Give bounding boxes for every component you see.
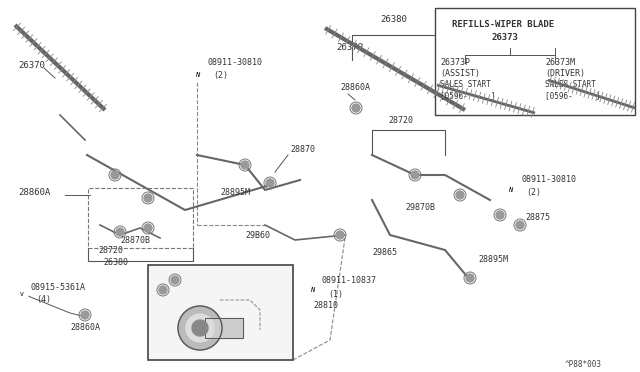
Circle shape bbox=[190, 68, 204, 82]
Text: (ASSIST): (ASSIST) bbox=[440, 69, 480, 78]
Text: 08915-5361A: 08915-5361A bbox=[30, 283, 85, 292]
Text: 08911-10837: 08911-10837 bbox=[322, 276, 377, 285]
Circle shape bbox=[144, 224, 152, 232]
Text: 29870B: 29870B bbox=[405, 203, 435, 212]
Text: (1): (1) bbox=[328, 290, 343, 299]
Text: (2): (2) bbox=[526, 188, 541, 197]
Text: 28870B: 28870B bbox=[120, 236, 150, 245]
Circle shape bbox=[305, 283, 319, 297]
Text: 08911-30810: 08911-30810 bbox=[207, 58, 262, 67]
Circle shape bbox=[241, 161, 249, 169]
Text: [0596-     ]: [0596- ] bbox=[440, 91, 495, 100]
Circle shape bbox=[352, 104, 360, 112]
Text: (DRIVER): (DRIVER) bbox=[545, 69, 585, 78]
Circle shape bbox=[496, 211, 504, 219]
Text: 26373M: 26373M bbox=[545, 58, 575, 67]
Circle shape bbox=[116, 228, 124, 236]
Text: 28895M: 28895M bbox=[478, 255, 508, 264]
Text: 28720: 28720 bbox=[388, 116, 413, 125]
Circle shape bbox=[171, 276, 179, 284]
Text: 28860A: 28860A bbox=[340, 83, 370, 92]
Text: (4): (4) bbox=[36, 295, 51, 304]
Bar bbox=[205, 318, 243, 338]
Text: N: N bbox=[195, 72, 199, 78]
Circle shape bbox=[144, 194, 152, 202]
Text: V: V bbox=[20, 292, 24, 298]
Bar bbox=[148, 265, 293, 360]
Text: 29B60: 29B60 bbox=[245, 231, 270, 240]
Text: 29865: 29865 bbox=[372, 248, 397, 257]
Circle shape bbox=[516, 221, 524, 229]
Bar bbox=[205, 318, 243, 338]
Text: 28870: 28870 bbox=[290, 145, 315, 154]
Text: [0596-     ]: [0596- ] bbox=[545, 91, 600, 100]
Circle shape bbox=[16, 289, 28, 301]
Bar bbox=[88, 188, 193, 248]
Circle shape bbox=[336, 231, 344, 239]
Text: SALES START: SALES START bbox=[440, 80, 491, 89]
Circle shape bbox=[456, 191, 464, 199]
Text: 28810: 28810 bbox=[313, 301, 338, 310]
Bar bbox=[435, 8, 635, 115]
Text: 26373: 26373 bbox=[492, 33, 519, 42]
Circle shape bbox=[159, 286, 167, 294]
Text: REFILLS-WIPER BLADE: REFILLS-WIPER BLADE bbox=[452, 20, 554, 29]
Circle shape bbox=[266, 179, 274, 187]
Text: 26373P: 26373P bbox=[440, 58, 470, 67]
Circle shape bbox=[178, 306, 222, 350]
Text: 28860A: 28860A bbox=[70, 323, 100, 332]
Text: 28860A: 28860A bbox=[18, 188, 51, 197]
Text: (2): (2) bbox=[213, 71, 228, 80]
Circle shape bbox=[192, 320, 208, 336]
Text: 28895M: 28895M bbox=[220, 188, 250, 197]
Text: 26370: 26370 bbox=[18, 61, 45, 70]
Text: 26380: 26380 bbox=[380, 15, 407, 24]
Circle shape bbox=[466, 274, 474, 282]
Circle shape bbox=[411, 171, 419, 179]
Circle shape bbox=[111, 171, 119, 179]
Text: 28840: 28840 bbox=[188, 341, 213, 350]
Circle shape bbox=[503, 183, 517, 197]
Circle shape bbox=[81, 311, 89, 319]
Text: N: N bbox=[310, 287, 314, 293]
Circle shape bbox=[186, 314, 214, 342]
Text: 28875: 28875 bbox=[525, 213, 550, 222]
Text: N: N bbox=[508, 187, 512, 193]
Text: 08911-30810: 08911-30810 bbox=[522, 175, 577, 184]
Text: ^P88*003: ^P88*003 bbox=[565, 360, 602, 369]
Text: 28720: 28720 bbox=[98, 246, 123, 255]
Text: 26370: 26370 bbox=[336, 43, 363, 52]
Text: 26380: 26380 bbox=[103, 258, 128, 267]
Text: SALES START: SALES START bbox=[545, 80, 596, 89]
